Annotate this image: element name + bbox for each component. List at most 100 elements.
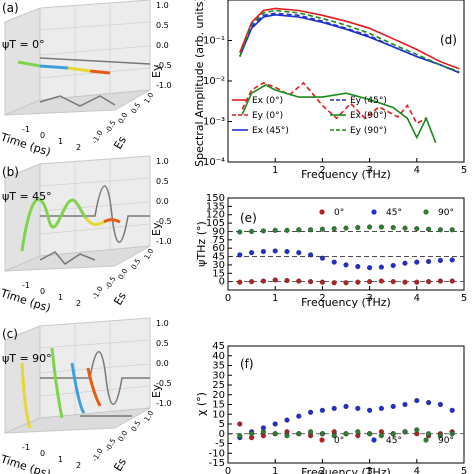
y-tick-label: 15 — [212, 268, 225, 279]
ey-tick: 0.0 — [156, 197, 169, 206]
legend-marker — [423, 209, 429, 215]
data-point-45deg — [355, 264, 361, 270]
data-point-0deg — [367, 279, 373, 285]
panel-d-legend: Ex (0°) Ey (45°) Ey (0°) Ex (90°) Ex (45°) Ey… — [232, 96, 387, 136]
data-point-45deg — [331, 405, 337, 411]
data-point-45deg — [343, 403, 349, 410]
y-tick-label: 120 — [206, 210, 225, 221]
panel-e-xlabel: Frequency (THz) — [301, 296, 391, 309]
data-point-45deg — [367, 407, 373, 413]
legend-marker — [371, 437, 377, 443]
data-point-0deg — [237, 421, 243, 427]
data-point-90deg — [331, 433, 337, 439]
data-point-45deg — [284, 417, 290, 423]
es-tick: -0.5 — [104, 119, 118, 135]
data-point-45deg — [296, 250, 302, 256]
data-point-45deg — [331, 259, 337, 265]
y-tick-label: 30 — [212, 370, 225, 381]
ey-tick: 1.0 — [156, 319, 169, 328]
x-tick-label: 4 — [414, 165, 420, 176]
y-tick-label: 60 — [212, 243, 225, 254]
data-point-90deg — [272, 227, 278, 233]
data-point-0deg — [449, 278, 455, 284]
ey-tick: 1.0 — [156, 157, 169, 166]
x-tick-label: 4 — [414, 466, 420, 474]
y-tick-label: 10⁻⁴ — [203, 157, 225, 168]
data-point-0deg — [296, 278, 302, 284]
legend-label: 0° — [334, 208, 344, 218]
data-point-90deg — [284, 433, 290, 439]
x-tick-label: 3 — [366, 293, 372, 304]
time-tick: 2 — [76, 143, 81, 152]
x-tick-label: 4 — [414, 293, 420, 304]
data-point-90deg — [414, 226, 420, 232]
es-label-b: Es — [111, 290, 129, 308]
data-point-0deg — [414, 279, 420, 285]
time-tick: 2 — [76, 299, 81, 308]
data-point-45deg — [437, 401, 443, 408]
es-tick: 0.0 — [117, 111, 129, 125]
data-point-45deg — [272, 248, 278, 254]
ey-tick: -1.0 — [156, 237, 172, 246]
data-point-90deg — [426, 226, 432, 232]
ey-label-c: Ey — [150, 384, 163, 398]
ey-tick: -1.0 — [156, 81, 172, 90]
data-point-45deg — [284, 248, 290, 255]
legend-label: 90° — [438, 436, 454, 446]
data-point-45deg — [402, 401, 408, 408]
series-line-ey-90- — [239, 9, 460, 73]
x-tick-label: 2 — [319, 165, 325, 176]
data-point-45deg — [308, 409, 314, 415]
y-tick-label: 10⁻² — [203, 76, 225, 87]
legend-marker — [319, 209, 325, 215]
y-tick-label: -10 — [209, 448, 225, 459]
data-point-90deg — [390, 431, 396, 437]
psi-a: ψT = 0° — [2, 38, 45, 51]
y-tick-label: 25 — [212, 380, 225, 391]
legend-label: Ex (90°) — [350, 111, 387, 121]
es-tick: -0.5 — [104, 437, 118, 453]
y-tick-label: 45 — [212, 341, 225, 352]
y-tick-label: 105 — [206, 218, 225, 229]
time-tick: 2 — [76, 461, 81, 470]
panel-e-series — [228, 224, 464, 286]
y-tick-label: -15 — [209, 458, 225, 469]
y-tick-label: 135 — [206, 201, 225, 212]
y-tick-label: 20 — [212, 390, 225, 401]
panel-e-ylabel: ψTHz (°) — [195, 221, 208, 267]
legend-label: Ex (0°) — [252, 96, 283, 106]
time-tick: 1 — [58, 293, 63, 302]
data-point-45deg — [426, 399, 432, 406]
legend-marker — [319, 437, 325, 443]
ey-label-b: Ey — [150, 222, 163, 236]
y-tick-label: 150 — [206, 193, 225, 204]
legend-label: Ey (45°) — [350, 96, 387, 106]
data-point-90deg — [426, 431, 432, 437]
data-point-45deg — [272, 421, 278, 427]
y-tick-label: 75 — [212, 235, 225, 246]
data-point-45deg — [308, 252, 314, 258]
panel-b-label: (b) — [2, 165, 19, 179]
data-point-90deg — [437, 227, 443, 233]
data-point-45deg — [367, 265, 373, 271]
data-point-90deg — [272, 431, 278, 437]
es-tick: -1.0 — [91, 129, 105, 145]
es-tick: 0.0 — [117, 429, 129, 443]
es-tick: 0.5 — [130, 419, 142, 433]
series-line-ey-0- — [241, 81, 427, 125]
data-point-45deg — [437, 257, 443, 263]
y-tick-label: 10 — [212, 409, 225, 420]
panel-b — [4, 155, 151, 272]
data-point-90deg — [284, 227, 290, 233]
series-line-ex-90- — [241, 83, 437, 143]
ey-tick: -0.5 — [156, 61, 172, 70]
time-tick: -1 — [22, 281, 30, 290]
y-tick-label: 0 — [219, 277, 225, 288]
panel-d-ylabel: Spectral Amplitude (arb. units) — [193, 0, 206, 167]
data-point-0deg — [331, 280, 337, 286]
trace-c — [20, 347, 150, 429]
data-point-90deg — [402, 429, 408, 435]
series-line-ey-45- — [239, 12, 460, 74]
